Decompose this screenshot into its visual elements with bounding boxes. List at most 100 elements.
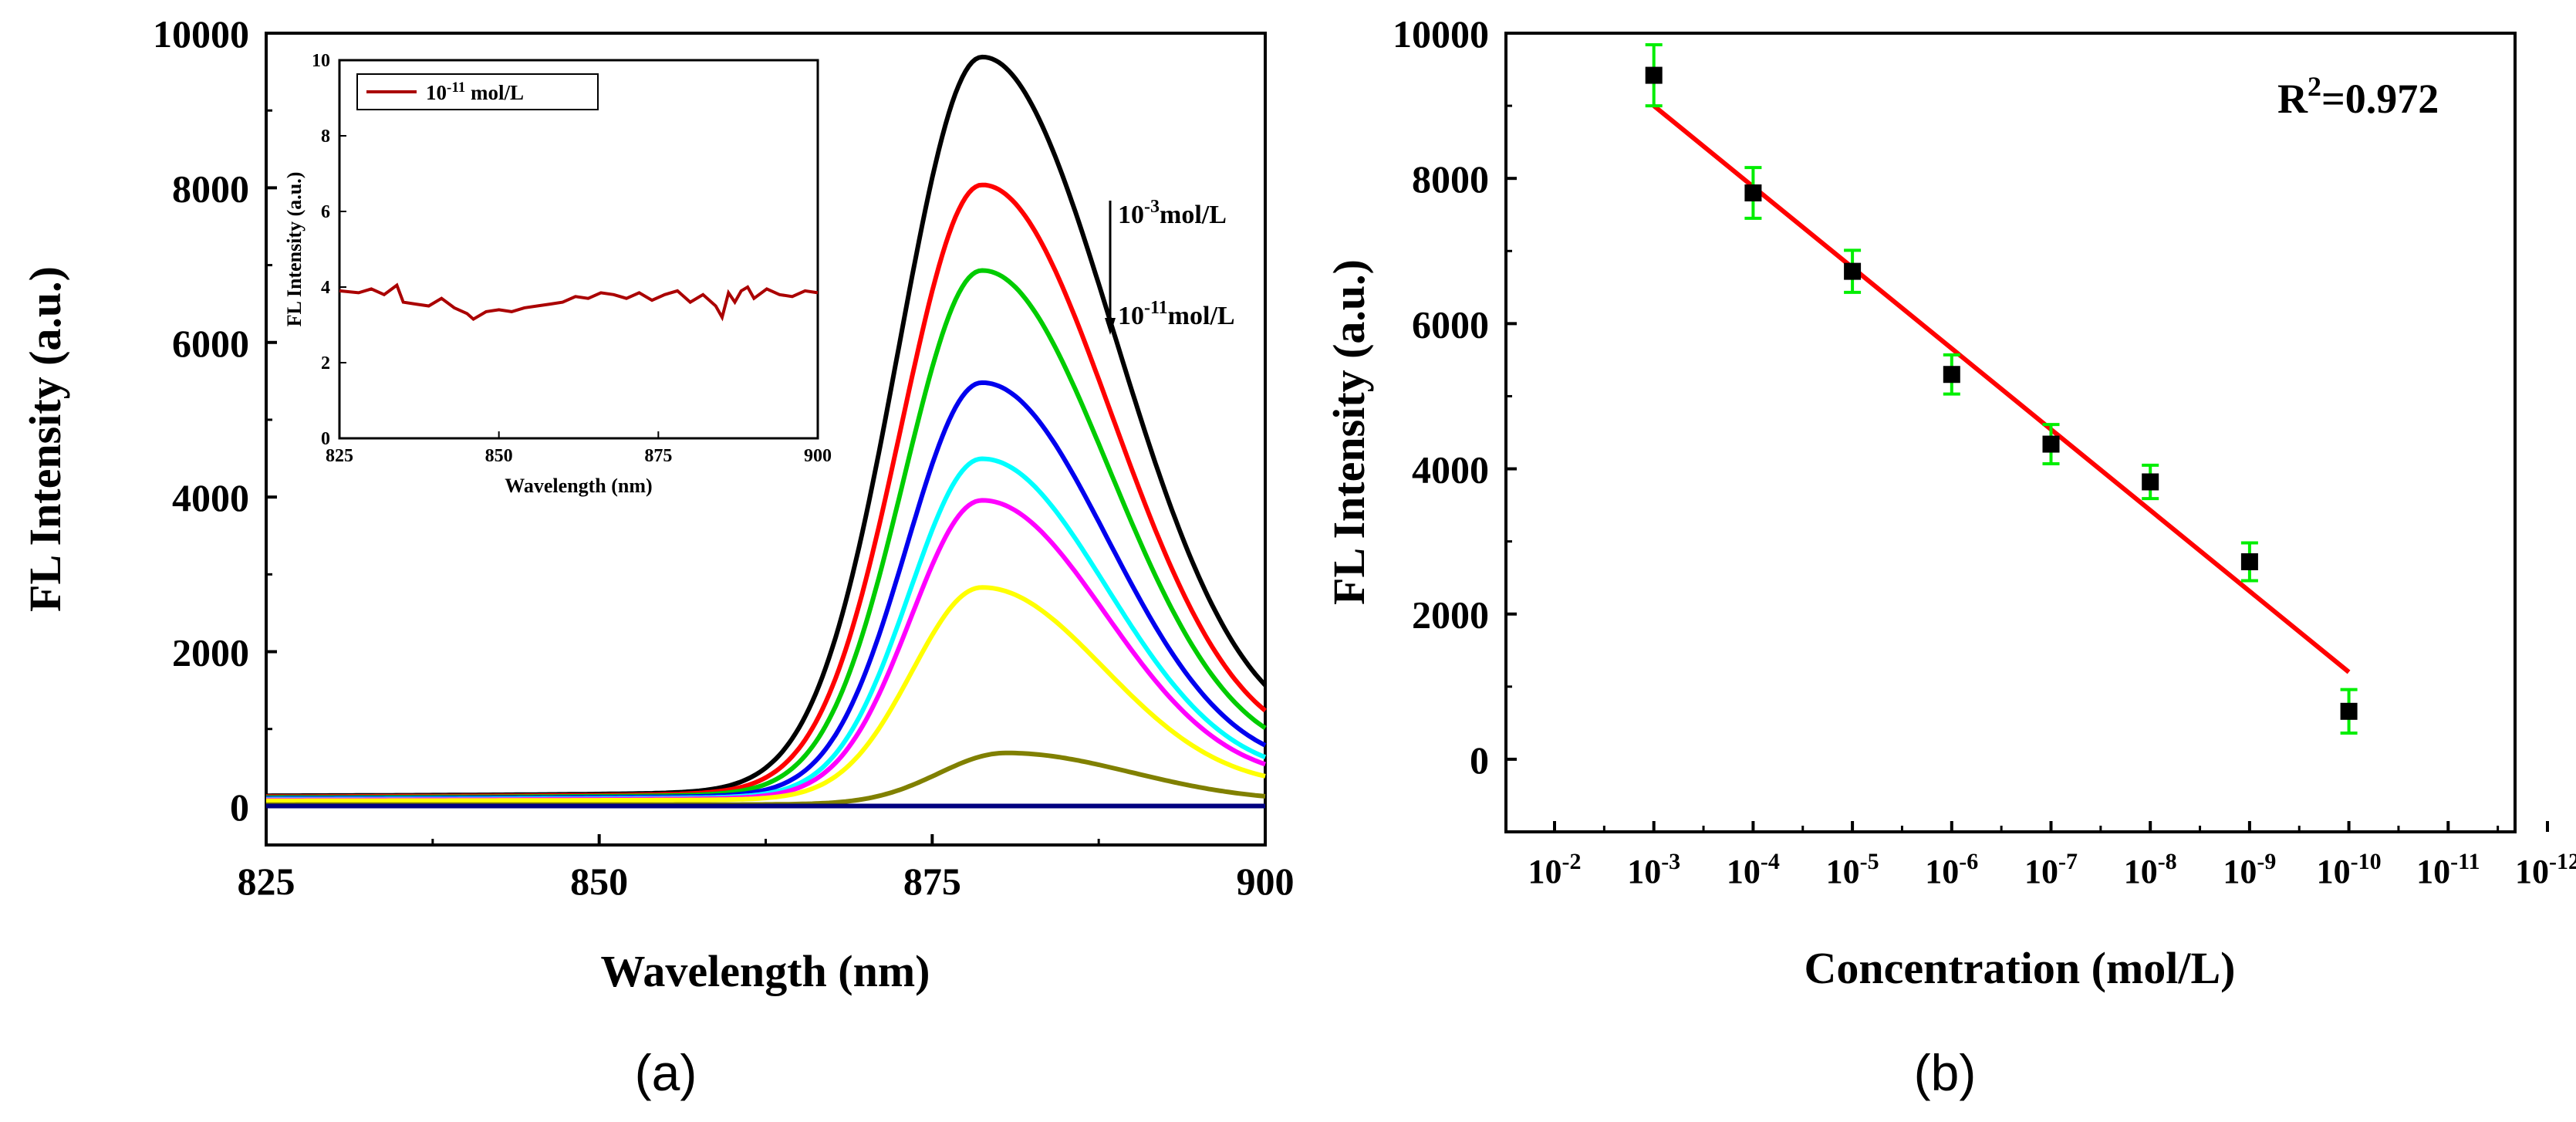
panel-b-x-tick-exponent: -5	[1860, 849, 1879, 874]
inset-legend-unit: mol/L	[465, 81, 524, 104]
inset-background	[285, 54, 825, 502]
panel-b: 10-2 10-3 10-4 10-5 10-6 10-7 10-8 10-9 10-10 10-…	[1324, 12, 2576, 1101]
panel-b-x-tick-base: 10	[2223, 853, 2257, 891]
inset-y-axis-label: FL Intensity (a.u.)	[283, 172, 306, 327]
panel-b-x-tick-label: 10-2	[1528, 849, 1582, 891]
panel-b-x-tick-exponent: -8	[2158, 849, 2177, 874]
panel-a-y-axis-label: FL Intensity (a.u.)	[20, 266, 70, 612]
panel-b-x-tick-base: 10	[1528, 853, 1562, 891]
data-point	[1744, 184, 1762, 201]
spectrum-line-7	[266, 585, 1266, 803]
inset-y-tick-label: 2	[321, 353, 330, 373]
inset-legend-base: 10	[426, 81, 447, 104]
annotation-bottom-exp: -11	[1144, 298, 1168, 318]
panel-b-x-tick-label: 10-8	[2124, 849, 2177, 891]
panel-a-x-tick-label: 875	[903, 860, 961, 903]
inset-y-tick-label: 8	[321, 127, 330, 147]
panel-b-x-tick-exponent: -4	[1761, 849, 1780, 874]
panel-a-x-tick-label: 825	[238, 860, 295, 903]
annotation-top-unit: mol/L	[1160, 201, 1227, 229]
panel-b-x-tick-exponent: -12	[2549, 849, 2576, 874]
annotation-bottom-unit: mol/L	[1168, 302, 1235, 330]
data-point	[2240, 553, 2258, 570]
inset-legend-label: 10-11 mol/L	[426, 79, 524, 104]
panel-b-caption: (b)	[1914, 1044, 1977, 1101]
spectrum-line-6	[266, 498, 1266, 803]
panel-b-y-tick-label: 2000	[1412, 593, 1489, 637]
panel-b-y-tick-label: 8000	[1412, 157, 1489, 201]
r-squared-prefix: R	[2277, 76, 2308, 122]
panel-b-x-tick-label: 10-10	[2317, 849, 2382, 891]
panel-b-x-tick-exponent: -2	[1562, 849, 1582, 874]
panel-b-x-tick-label: 10-12	[2515, 849, 2576, 891]
panel-b-x-tick-label: 10-6	[1925, 849, 1978, 891]
panel-a: 825 850 875 900 0 2000 4000 6000 8000 10000 FL In…	[20, 12, 1295, 1101]
r-squared-value: =0.972	[2321, 76, 2439, 122]
panel-b-x-tick-base: 10	[2515, 853, 2549, 891]
panel-b-plot-frame	[1504, 32, 2517, 833]
panel-a-y-tick-label: 4000	[172, 476, 249, 519]
panel-b-x-tick-base: 10	[2317, 853, 2351, 891]
annotation-top-label: 10-3mol/L	[1118, 197, 1227, 229]
panel-b-x-tick-exponent: -6	[1959, 849, 1978, 874]
annotation-top-base: 10	[1118, 201, 1144, 229]
inset-plot-frame	[338, 59, 819, 440]
data-point	[1844, 262, 1862, 280]
panel-b-x-tick-label: 10-3	[1627, 849, 1680, 891]
data-point	[2042, 435, 2060, 453]
data-point	[1943, 366, 1960, 384]
panel-a-y-tick-label: 8000	[172, 167, 249, 210]
panel-a-caption: (a)	[635, 1044, 697, 1101]
data-point	[1645, 66, 1663, 84]
panel-b-x-tick-exponent: -3	[1661, 849, 1680, 874]
data-point	[2142, 473, 2159, 491]
panel-b-x-axis-label: Concentration (mol/L)	[1805, 943, 2236, 993]
inset-x-tick-label: 900	[804, 446, 832, 466]
inset-x-tick-label: 850	[485, 446, 513, 466]
panel-b-x-tick-exponent: -9	[2257, 849, 2276, 874]
r-squared-label: R2=0.972	[2277, 71, 2439, 122]
panel-a-ticks: 825 850 875 900 0 2000 4000 6000 8000 10000	[153, 12, 1295, 903]
inset-legend-exp: -11	[447, 79, 465, 96]
inset-x-tick-label: 875	[644, 446, 672, 466]
panel-b-x-tick-label: 10-7	[2024, 849, 2078, 891]
r-squared-sup: 2	[2308, 71, 2321, 102]
inset-series-line	[339, 282, 819, 322]
panel-b-x-tick-label: 10-9	[2223, 849, 2276, 891]
panel-b-y-tick-label: 0	[1470, 738, 1489, 782]
inset-y-tick-label: 0	[321, 429, 330, 449]
annotation-arrow-head	[1105, 318, 1116, 335]
inset-y-tick-label: 4	[321, 278, 330, 298]
inset-y-tick-label: 10	[312, 51, 330, 71]
panel-b-x-tick-label: 10-11	[2416, 849, 2480, 891]
fit-line	[1652, 103, 2351, 674]
annotation-bottom-base: 10	[1118, 302, 1144, 330]
panel-b-x-tick-exponent: -11	[2450, 849, 2480, 874]
inset-y-tick-label: 6	[321, 202, 330, 222]
panel-b-points	[1645, 43, 2358, 735]
panel-a-y-tick-label: 10000	[153, 12, 249, 56]
panel-a-y-tick-label: 6000	[172, 322, 249, 365]
inset-x-tick-label: 825	[326, 446, 353, 466]
panel-b-y-axis-label: FL Intensity (a.u.)	[1324, 259, 1374, 605]
panel-b-x-tick-label: 10-4	[1727, 849, 1780, 891]
panel-b-x-tick-base: 10	[2416, 853, 2450, 891]
panel-b-x-tick-exponent: -10	[2351, 849, 2382, 874]
panel-b-x-tick-label: 10-5	[1826, 849, 1879, 891]
panel-a-series	[266, 54, 1268, 809]
panel-a-x-tick-label: 850	[570, 860, 628, 903]
annotation-bottom-label: 10-11mol/L	[1118, 298, 1235, 330]
panel-a-x-axis-label: Wavelength (nm)	[601, 946, 930, 996]
data-point	[2340, 702, 2358, 720]
panel-a-x-tick-label: 900	[1237, 860, 1295, 903]
panel-b-y-tick-label: 4000	[1412, 448, 1489, 492]
panel-b-x-tick-base: 10	[1925, 853, 1959, 891]
inset-legend: 10-11 mol/L	[356, 73, 599, 110]
panel-b-x-tick-base: 10	[2124, 853, 2158, 891]
panel-b-ticks: 10-2 10-3 10-4 10-5 10-6 10-7 10-8 10-9 10-10 10-…	[1393, 12, 2576, 891]
panel-b-x-tick-base: 10	[2024, 853, 2058, 891]
panel-b-x-tick-base: 10	[1826, 853, 1860, 891]
panel-b-y-tick-label: 10000	[1393, 12, 1489, 56]
